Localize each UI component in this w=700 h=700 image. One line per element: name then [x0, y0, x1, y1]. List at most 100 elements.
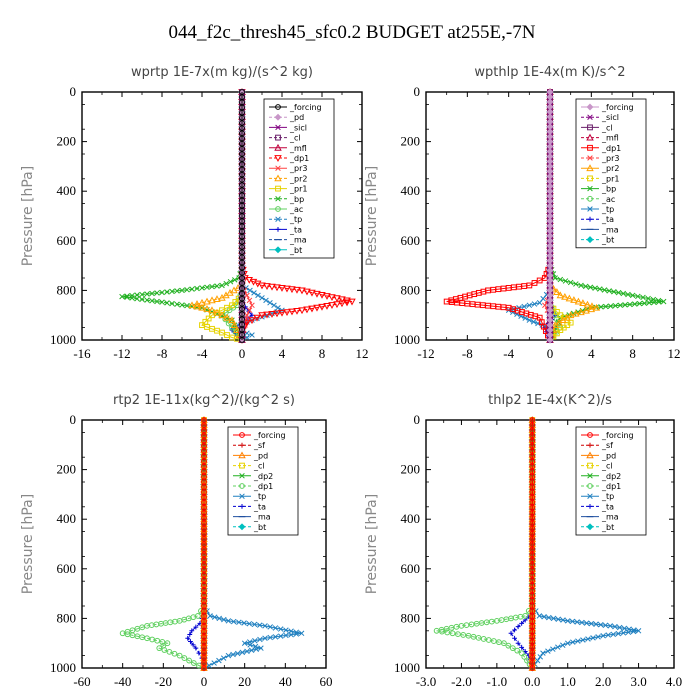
legend-item: _dp2	[233, 472, 273, 481]
series-dp1	[433, 417, 536, 671]
legend-label: _ta	[289, 225, 302, 234]
y-tick-label: 1000	[50, 660, 76, 675]
data-point	[216, 657, 222, 664]
data-point	[144, 297, 150, 303]
data-point	[149, 290, 155, 297]
legend-label: _dp2	[601, 472, 621, 481]
legend-item: _pr3	[581, 154, 619, 163]
legend-label: _bt	[289, 246, 302, 255]
series-line	[436, 420, 533, 669]
data-point	[119, 293, 125, 300]
legend-label: _bt	[601, 236, 614, 245]
data-point	[318, 291, 326, 299]
y-tick-label: 200	[57, 134, 77, 149]
data-point	[227, 278, 234, 285]
data-point	[230, 651, 236, 658]
data-point	[193, 300, 201, 307]
data-point	[612, 302, 619, 309]
data-point	[587, 284, 594, 290]
legend-marker	[274, 113, 282, 121]
legend-marker	[275, 165, 281, 171]
data-point	[328, 294, 336, 302]
data-point	[593, 621, 599, 627]
data-point	[268, 283, 276, 291]
data-point	[267, 634, 273, 641]
data-point	[262, 635, 268, 641]
y-tick-label: 200	[401, 134, 421, 149]
legend-marker	[274, 143, 282, 151]
data-point	[578, 282, 584, 289]
data-point	[263, 283, 271, 291]
legend: _forcing_sicl_cl_mfl_dp1_pr3_pr2_pr1_bp_…	[575, 98, 647, 249]
data-point	[588, 302, 596, 310]
data-point	[566, 311, 575, 319]
data-point	[277, 626, 284, 632]
y-axis-label: Pressure [hPa]	[20, 494, 36, 594]
y-tick-label: 400	[57, 511, 77, 526]
legend-marker	[274, 174, 282, 182]
x-tick-label: 20	[238, 674, 251, 689]
legend-marker	[587, 493, 593, 499]
data-point	[530, 319, 537, 325]
data-point	[620, 290, 627, 297]
legend-marker	[275, 206, 281, 212]
legend-label: _ma	[289, 236, 307, 245]
y-tick-label: 0	[414, 412, 421, 427]
y-tick-label: 1000	[50, 332, 76, 347]
data-point	[603, 303, 609, 310]
data-point	[239, 337, 245, 343]
data-point	[171, 650, 178, 657]
legend-label: _bt	[253, 523, 266, 532]
data-point	[207, 613, 213, 619]
data-point	[585, 636, 591, 642]
data-point	[570, 296, 578, 303]
data-point	[164, 640, 171, 647]
data-point	[598, 621, 604, 628]
legend-item: _cl	[233, 462, 265, 471]
data-point	[225, 618, 232, 624]
data-point	[244, 334, 250, 341]
x-tick-label: 8	[319, 346, 326, 361]
data-point	[607, 303, 614, 309]
legend-label: _forcing	[253, 431, 286, 440]
chart-panel-4: thlp2 1E-4x(K^2)/s Pressure [hPa] 0 200 400 6…	[364, 393, 682, 689]
legend-marker	[586, 236, 594, 244]
legend-label: _sicl	[601, 113, 619, 122]
legend-item: _pd	[233, 451, 268, 460]
legend-label: _pr1	[289, 185, 307, 194]
x-tick-label: 2.0	[595, 674, 611, 689]
legend-item: _tp	[269, 215, 302, 224]
legend-marker	[239, 473, 245, 479]
legend-label: _cl	[601, 462, 613, 471]
data-point	[569, 618, 576, 625]
x-tick-label: 3.0	[630, 674, 646, 689]
data-point	[573, 281, 579, 287]
panel-title: rtp2 1E-11x(kg^2)/(kg^2 s)	[113, 393, 295, 408]
chart-panel-2: wpthlp 1E-4x(m K)/s^2 Pressure [hPa] 0 200 4…	[364, 65, 681, 361]
data-point	[288, 631, 294, 638]
data-point	[570, 639, 576, 645]
data-point	[611, 288, 617, 295]
data-point	[258, 645, 264, 651]
data-point	[190, 660, 197, 666]
x-tick-label: 0.0	[524, 674, 540, 689]
legend-marker	[239, 462, 245, 469]
legend-label: _forcing	[601, 431, 634, 440]
x-tick-label: -2.0	[451, 674, 472, 689]
data-point	[226, 288, 234, 296]
data-point	[241, 620, 247, 626]
data-point	[562, 278, 569, 284]
data-point	[598, 304, 604, 310]
data-point	[156, 645, 163, 652]
series-forcing	[201, 417, 207, 671]
data-point	[592, 303, 601, 311]
series-pr1	[199, 89, 245, 343]
legend-marker	[587, 504, 593, 509]
data-point	[188, 639, 193, 644]
data-point	[203, 297, 211, 305]
data-point	[560, 642, 566, 648]
data-point	[553, 308, 560, 315]
data-point	[139, 296, 145, 303]
data-point	[293, 629, 300, 635]
data-point	[553, 330, 560, 337]
